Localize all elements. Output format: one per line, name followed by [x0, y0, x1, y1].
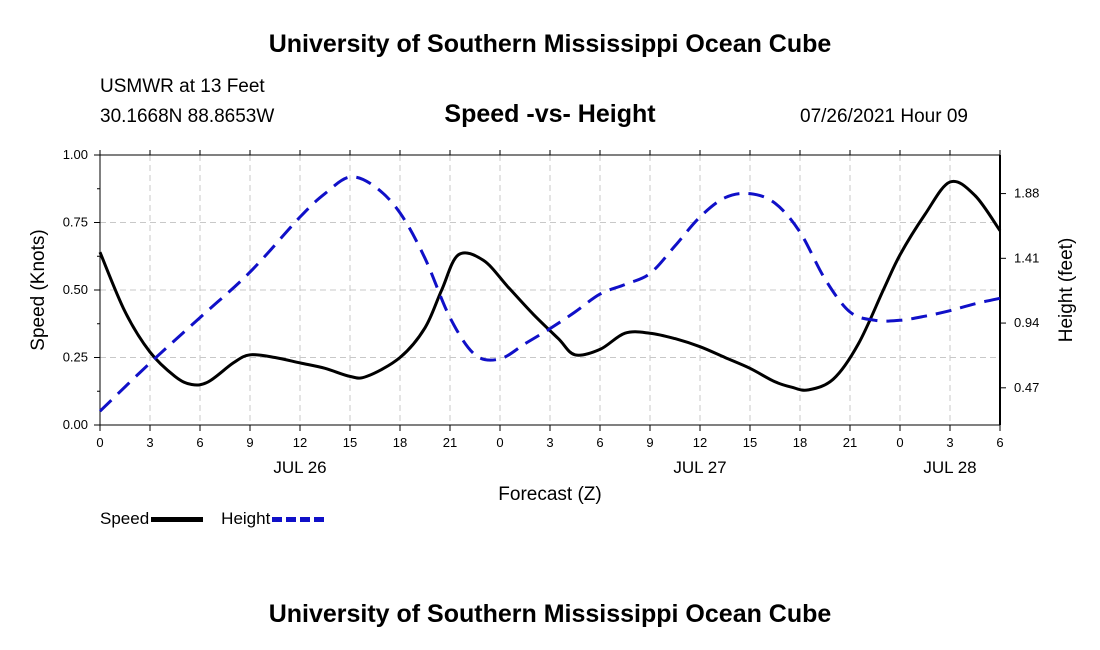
x-tick-label: 0: [496, 435, 503, 450]
label-layer: 0 3 6 9 12 15 18 21 0 3 6 9 12 15 18 21 0 3 6 0.00 0.25 0.50 0…: [28, 147, 1077, 505]
x-tick-label: 0: [896, 435, 903, 450]
x-tick-label: 6: [196, 435, 203, 450]
legend-height-swatch: [272, 516, 325, 522]
x-tick-label: 0: [96, 435, 103, 450]
legend: Speed Height: [100, 509, 342, 529]
x-tick-label: 3: [946, 435, 953, 450]
legend-item-height: Height: [221, 509, 325, 529]
station-coordinates: 30.1668N 88.8653W: [100, 106, 275, 127]
station-name: USMWR at 13 Feet: [100, 76, 265, 97]
x-tick-label: 9: [646, 435, 653, 450]
page-title: University of Southern Mississippi Ocean…: [268, 30, 832, 58]
y-left-tick-label: 0.50: [63, 282, 88, 297]
x-tick-label: 3: [146, 435, 153, 450]
x-tick-label: 15: [343, 435, 357, 450]
legend-speed-swatch: [151, 516, 204, 522]
y-right-axis-title: Height (feet): [1056, 238, 1077, 343]
legend-item-speed: Speed: [100, 509, 204, 529]
x-axis-title: Forecast (Z): [498, 484, 601, 505]
y-right-tick-label: 0.94: [1014, 315, 1039, 330]
axes-layer: [94, 150, 1006, 431]
y-left-tick-label: 0.25: [63, 350, 88, 365]
forecast-date: 07/26/2021 Hour 09: [800, 106, 968, 127]
footer-title: University of Southern Mississippi Ocean…: [268, 600, 832, 628]
y-right-tick-label: 1.88: [1014, 186, 1039, 201]
y-left-tick-label: 0.75: [63, 215, 88, 230]
x-tick-label: 18: [393, 435, 407, 450]
x-tick-label: 12: [293, 435, 307, 450]
x-tick-label: 6: [996, 435, 1003, 450]
series-layer: [98, 175, 1002, 413]
date-label: JUL 27: [673, 458, 726, 477]
x-tick-label: 12: [693, 435, 707, 450]
x-tick-label: 21: [443, 435, 457, 450]
x-tick-label: 6: [596, 435, 603, 450]
height-series-line: [98, 175, 1001, 413]
y-right-tick-label: 1.41: [1014, 250, 1039, 265]
y-left-tick-label: 0.00: [63, 417, 88, 432]
grid-layer: [100, 155, 1000, 425]
x-tick-label: 21: [843, 435, 857, 450]
chart-title: Speed -vs- Height: [444, 100, 656, 128]
date-label: JUL 28: [923, 458, 976, 477]
x-tick-label: 9: [246, 435, 253, 450]
x-tick-label: 15: [743, 435, 757, 450]
y-left-tick-label: 1.00: [63, 147, 88, 162]
y-right-tick-label: 0.47: [1014, 380, 1039, 395]
x-tick-label: 18: [793, 435, 807, 450]
date-label: JUL 26: [273, 458, 326, 477]
y-left-axis-title: Speed (Knots): [28, 229, 49, 350]
legend-height-label: Height: [221, 509, 271, 528]
x-tick-label: 3: [546, 435, 553, 450]
legend-speed-label: Speed: [100, 509, 150, 528]
speed-series-line: [98, 179, 1002, 392]
